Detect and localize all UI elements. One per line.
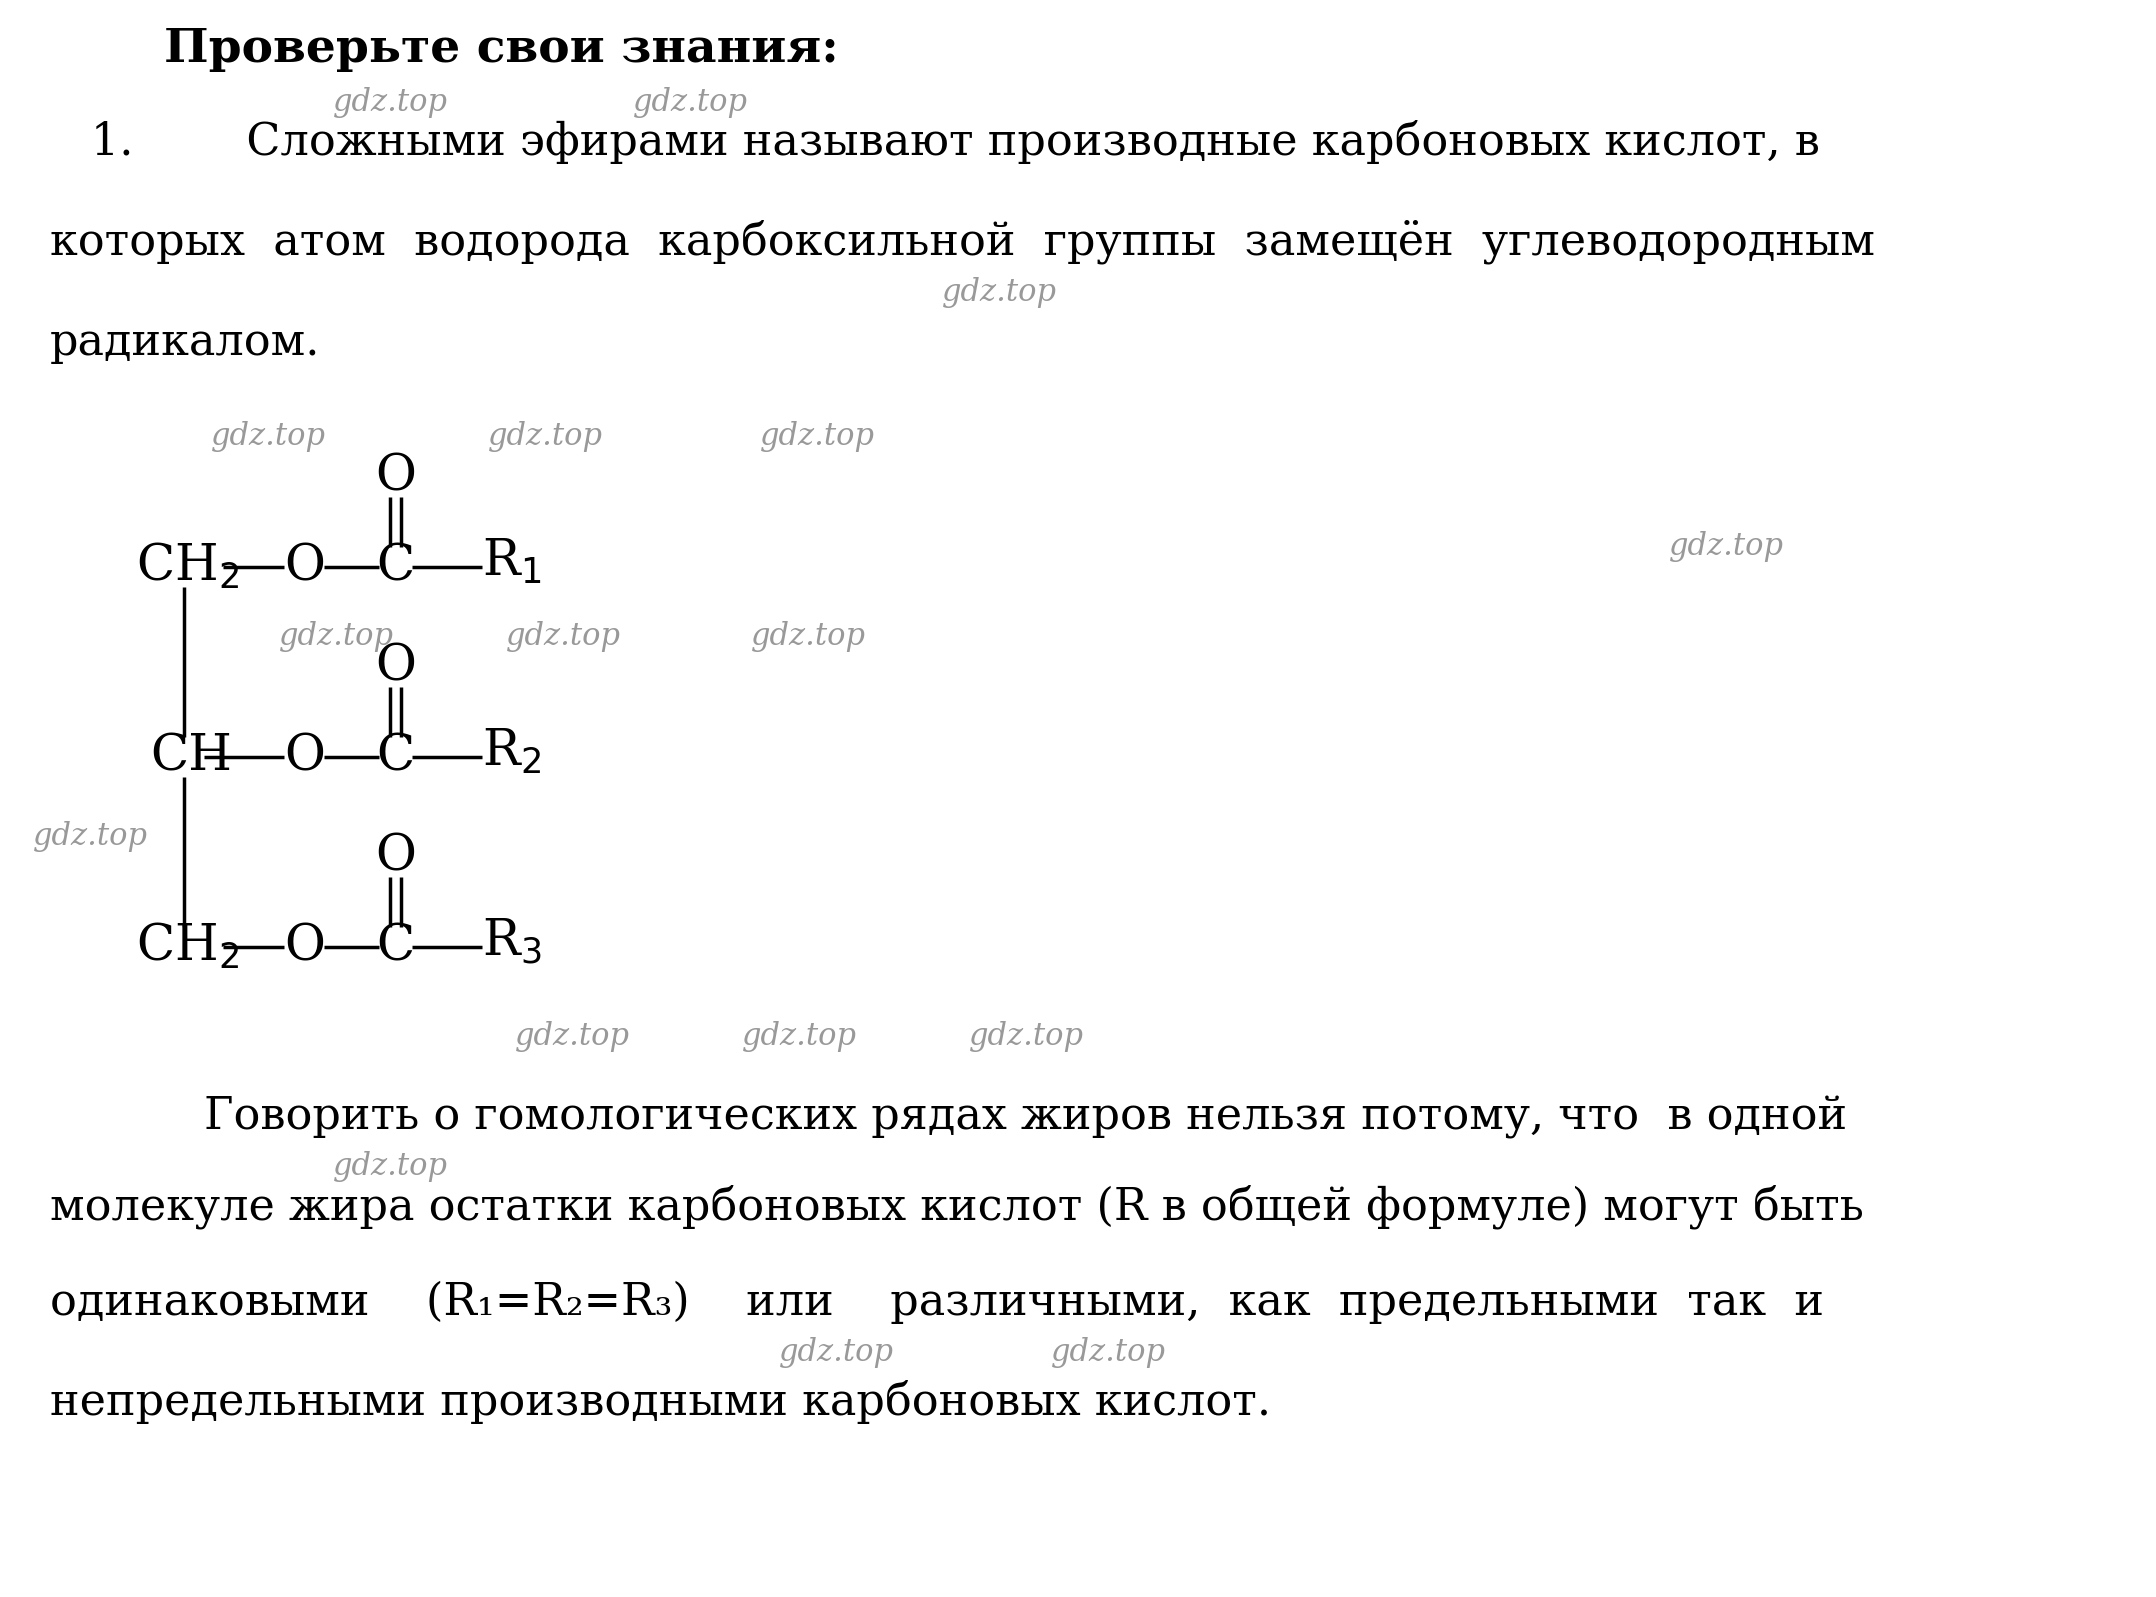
Text: gdz.top: gdz.top — [334, 1151, 448, 1182]
Text: O: O — [375, 452, 416, 501]
Text: gdz.top: gdz.top — [507, 621, 621, 653]
Text: Говорить о гомологических рядах жиров нельзя потому, что  в одной: Говорить о гомологических рядах жиров не… — [91, 1096, 1848, 1139]
Text: gdz.top: gdz.top — [778, 1337, 893, 1367]
Text: C: C — [375, 733, 414, 781]
Text: CH: CH — [151, 733, 233, 781]
Text: O: O — [375, 642, 416, 692]
Text: R$_2$: R$_2$ — [481, 727, 541, 776]
Text: R$_1$: R$_1$ — [481, 537, 541, 586]
Text: gdz.top: gdz.top — [761, 422, 875, 452]
Text: C: C — [375, 923, 414, 971]
Text: одинаковыми    (R₁=R₂=R₃)    или    различными,  как  предельными  так  и: одинаковыми (R₁=R₂=R₃) или различными, к… — [50, 1281, 1824, 1324]
Text: gdz.top: gdz.top — [750, 621, 867, 653]
Text: gdz.top: gdz.top — [487, 422, 604, 452]
Text: gdz.top: gdz.top — [515, 1022, 630, 1052]
Text: gdz.top: gdz.top — [211, 422, 326, 452]
Text: непредельными производными карбоновых кислот.: непредельными производными карбоновых ки… — [50, 1380, 1272, 1425]
Text: gdz.top: gdz.top — [742, 1022, 858, 1052]
Text: O: O — [285, 923, 326, 971]
Text: gdz.top: gdz.top — [942, 276, 1056, 308]
Text: которых  атом  водорода  карбоксильной  группы  замещён  углеводородным: которых атом водорода карбоксильной груп… — [50, 220, 1876, 264]
Text: gdz.top: gdz.top — [334, 86, 448, 118]
Text: 1.        Сложными эфирами называют производные карбоновых кислот, в: 1. Сложными эфирами называют производные… — [91, 120, 1820, 164]
Text: gdz.top: gdz.top — [1052, 1337, 1166, 1367]
Text: радикалом.: радикалом. — [50, 321, 321, 364]
Text: gdz.top: gdz.top — [634, 86, 748, 118]
Text: O: O — [285, 543, 326, 592]
Text: gdz.top: gdz.top — [32, 821, 149, 853]
Text: Проверьте свои знания:: Проверьте свои знания: — [164, 26, 839, 72]
Text: O: O — [375, 832, 416, 882]
Text: R$_3$: R$_3$ — [481, 917, 541, 966]
Text: C: C — [375, 543, 414, 592]
Text: CH$_2$: CH$_2$ — [136, 541, 239, 592]
Text: gdz.top: gdz.top — [1669, 532, 1785, 562]
Text: O: O — [285, 733, 326, 781]
Text: gdz.top: gdz.top — [970, 1022, 1084, 1052]
Text: CH$_2$: CH$_2$ — [136, 921, 239, 973]
Text: gdz.top: gdz.top — [278, 621, 395, 653]
Text: молекуле жира остатки карбоновых кислот (R в общей формуле) могут быть: молекуле жира остатки карбоновых кислот … — [50, 1185, 1863, 1230]
